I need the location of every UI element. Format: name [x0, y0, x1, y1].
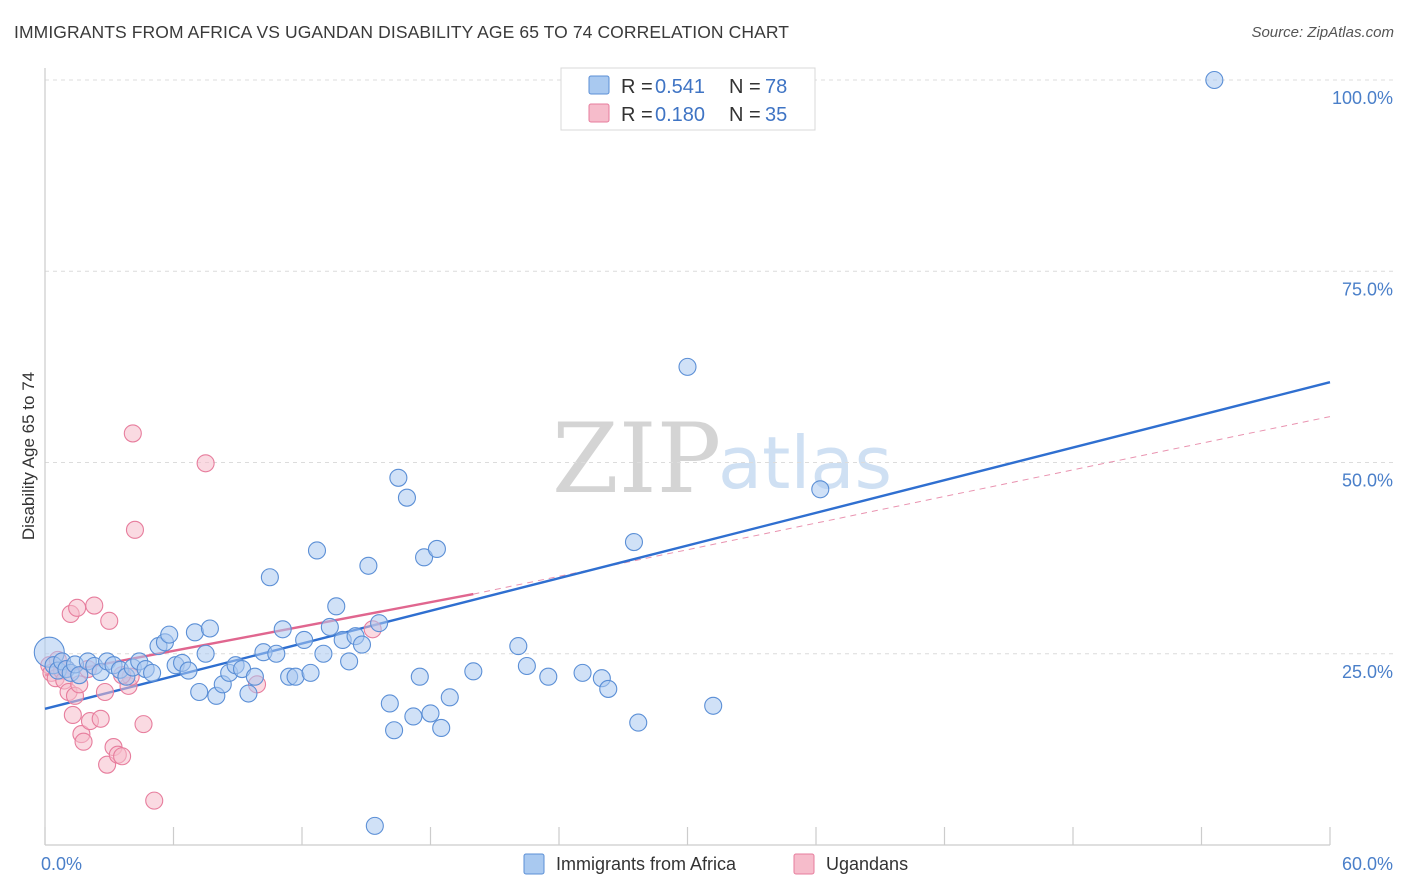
legend-n-label-africa: N = [729, 76, 761, 98]
africa-point-57 [389, 468, 408, 487]
africa-point-51 [352, 635, 372, 654]
africa-point-54 [370, 614, 389, 633]
bottom-legend-label-africa: Immigrants from Africa [556, 854, 737, 874]
africa-point-72 [599, 679, 618, 698]
legend-n-value-africa: 78 [765, 76, 787, 98]
africa-point-46 [320, 617, 339, 637]
ugandans-point-28 [125, 520, 144, 539]
ugandans-point-24 [113, 747, 132, 766]
legend-swatch-ugandans [588, 103, 610, 123]
africa-point-63 [427, 539, 446, 558]
africa-point-18 [143, 663, 162, 682]
ugandans-point-27 [123, 424, 142, 443]
africa-point-28 [200, 619, 219, 638]
legend-r-label-africa: R = [621, 76, 653, 98]
legend-r-value-ugandans: 0.180 [655, 104, 705, 126]
africa-point-24 [179, 661, 198, 680]
top-legend: R = 0.541 N = 78 R = 0.180 N = 35 [560, 67, 816, 131]
africa-point-60 [410, 667, 429, 686]
ugandans-point-9 [63, 705, 82, 725]
africa-point-49 [340, 652, 359, 671]
africa-point-59 [404, 707, 423, 726]
africa-point-66 [464, 662, 483, 681]
africa-point-69 [539, 667, 558, 686]
x-tick-labels: 0.0% 60.0% [41, 854, 1393, 874]
bottom-legend-swatch-africa [523, 853, 545, 875]
africa-point-21 [160, 625, 179, 644]
y-tick-labels: 25.0% 50.0% 75.0% 100.0% [1332, 88, 1393, 682]
africa-point-55 [380, 694, 399, 713]
africa-point-70 [573, 663, 592, 682]
africa-point-75 [678, 357, 697, 376]
africa-point-25 [185, 623, 204, 642]
africa-points [33, 70, 1224, 835]
africa-point-53 [365, 816, 384, 835]
africa-point-64 [432, 718, 451, 738]
gridlines [45, 79, 1394, 655]
y-tick-label-3: 100.0% [1332, 88, 1393, 108]
watermark: ZIP atlas [552, 403, 892, 515]
axes [44, 68, 1331, 846]
chart-title: IMMIGRANTS FROM AFRICA VS UGANDAN DISABI… [14, 22, 790, 42]
ugandans-point-19 [95, 682, 115, 702]
bottom-legend-label-ugandans: Ugandans [826, 854, 908, 874]
bottom-legend: Immigrants from Africa Ugandans [523, 853, 908, 875]
ugandans-point-11 [68, 598, 87, 617]
africa-point-39 [273, 620, 292, 639]
legend-n-label-ugandans: N = [729, 104, 761, 126]
africa-point-61 [415, 548, 434, 567]
africa-point-26 [190, 682, 209, 702]
africa-point-41 [286, 667, 305, 686]
ugandans-point-14 [74, 732, 93, 751]
legend-swatch-africa [588, 75, 610, 95]
x-tick-label-min: 0.0% [41, 854, 82, 874]
watermark-zip: ZIP [552, 403, 721, 515]
africa-point-67 [509, 637, 528, 656]
y-tick-label-2: 75.0% [1342, 279, 1393, 299]
y-tick-label-1: 50.0% [1342, 471, 1393, 491]
africa-point-76 [704, 696, 723, 715]
africa-point-44 [307, 541, 327, 560]
africa-point-37 [260, 568, 279, 587]
legend-r-value-africa: 0.541 [655, 76, 705, 98]
ugandans-point-31 [196, 454, 215, 473]
legend-n-value-ugandans: 35 [765, 104, 787, 126]
ugandans-point-21 [100, 611, 119, 630]
ugandans-point-18 [91, 709, 110, 728]
africa-point-56 [385, 721, 404, 740]
africa-point-27 [196, 644, 215, 663]
africa-point-62 [421, 704, 440, 723]
africa-point-35 [245, 667, 264, 686]
africa-point-73 [624, 533, 644, 552]
africa-point-65 [440, 688, 459, 707]
africa-point-45 [314, 644, 333, 663]
y-tick-label-0: 25.0% [1342, 662, 1393, 682]
africa-point-68 [517, 656, 536, 676]
source-credit: Source: ZipAtlas.com [1251, 24, 1394, 41]
africa-point-58 [397, 488, 416, 507]
bottom-legend-swatch-ugandans [793, 853, 815, 875]
africa-point-7 [70, 666, 89, 685]
africa-point-34 [239, 684, 258, 703]
africa-point-78 [1205, 70, 1224, 90]
africa-point-77 [811, 480, 830, 499]
ugandans-points [40, 424, 382, 810]
ugandans-point-17 [85, 596, 104, 615]
africa-point-43 [301, 663, 320, 682]
africa-point-38 [267, 644, 286, 663]
x-tick-label-max: 60.0% [1342, 854, 1393, 874]
ugandans-point-29 [134, 715, 153, 734]
y-axis-label: Disability Age 65 to 74 [19, 372, 38, 540]
africa-point-42 [295, 630, 314, 650]
africa-point-74 [629, 713, 648, 732]
africa-point-47 [327, 597, 346, 616]
africa-point-52 [359, 556, 378, 575]
legend-r-label-ugandans: R = [621, 104, 653, 126]
ugandans-point-30 [145, 791, 164, 810]
